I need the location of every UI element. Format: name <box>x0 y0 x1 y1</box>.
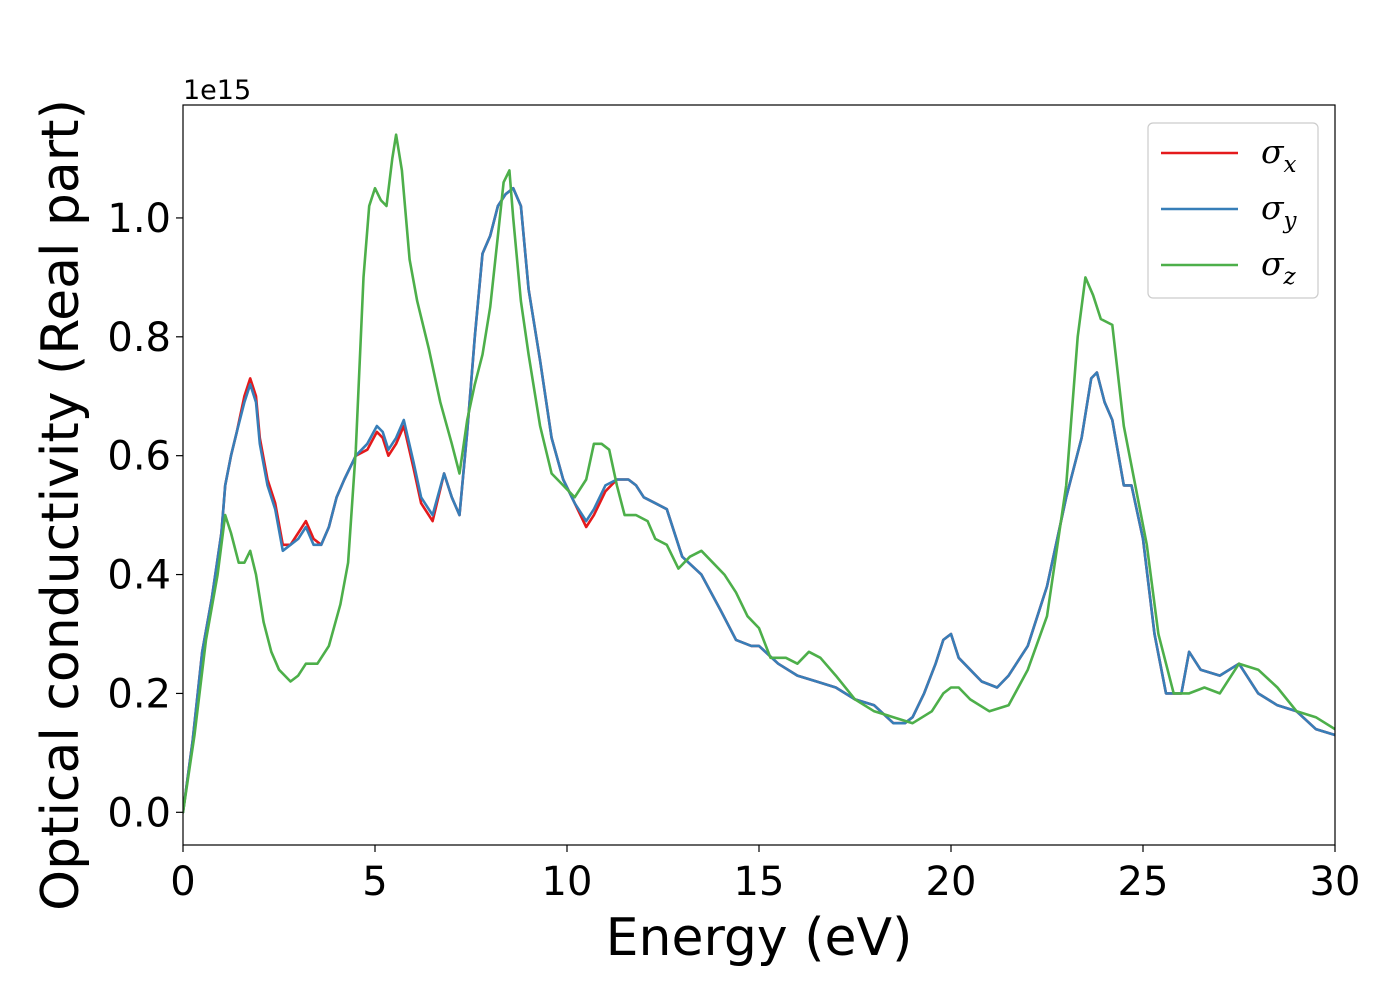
y-tick-label: 0.6 <box>107 434 171 480</box>
legend-symbol: σ <box>1261 188 1285 227</box>
legend-box <box>1147 122 1319 299</box>
y-axis-label: Optical conductivity (Real part) <box>31 99 91 911</box>
y-tick-label: 0.0 <box>107 790 171 836</box>
y-tick-label: 0.2 <box>107 671 171 717</box>
legend-label-z: σz <box>1261 244 1297 290</box>
legend-subscript: y <box>1283 208 1298 234</box>
x-axis-label: Energy (eV) <box>606 908 913 968</box>
x-tick-label: 5 <box>362 859 387 905</box>
x-tick-label: 30 <box>1310 859 1361 905</box>
x-tick-label: 10 <box>542 859 593 905</box>
y-offset-text: 1e15 <box>183 75 251 106</box>
x-tick-label: 15 <box>734 859 785 905</box>
legend-symbol: σ <box>1261 132 1285 171</box>
y-tick-label: 0.4 <box>107 553 171 599</box>
legend-label-y: σy <box>1261 188 1298 234</box>
x-tick-label: 25 <box>1118 859 1169 905</box>
x-tick-label: 0 <box>170 859 195 905</box>
x-tick-label: 20 <box>926 859 977 905</box>
ticks-layer: 0 5 10 15 20 25 30 0.0 0.2 0.4 0.6 0.8 1.0 <box>107 196 1360 905</box>
legend-symbol: σ <box>1261 244 1285 283</box>
legend-subscript: x <box>1284 152 1297 178</box>
series-line-z <box>183 133 1335 814</box>
legend-label-x: σx <box>1261 132 1297 178</box>
y-tick-label: 1.0 <box>107 196 171 242</box>
y-tick-label: 0.8 <box>107 315 171 361</box>
series-layer <box>183 133 1335 814</box>
legend-subscript: z <box>1283 264 1297 290</box>
